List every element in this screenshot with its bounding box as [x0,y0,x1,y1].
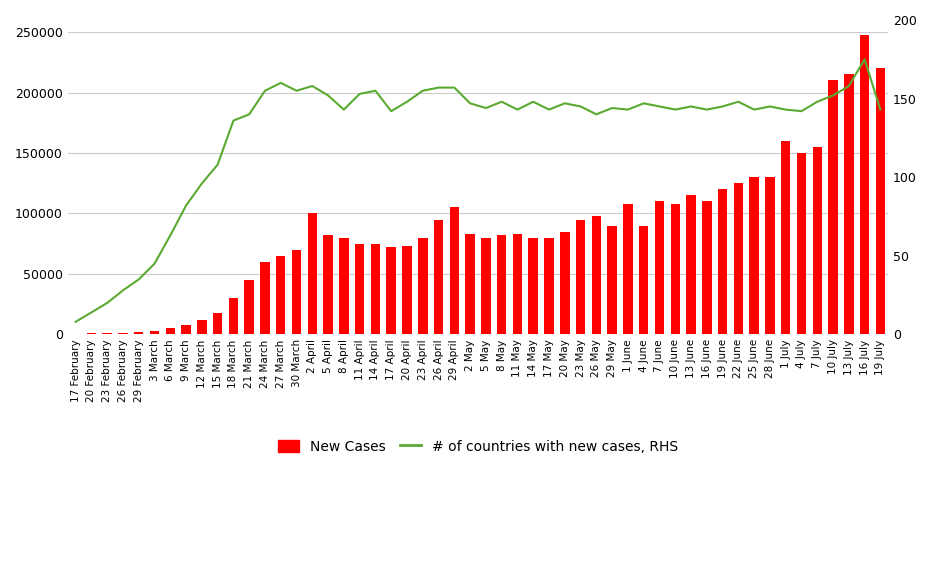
Bar [576,219,585,335]
Bar [513,234,522,335]
Bar [654,201,665,335]
Bar [150,331,159,335]
Bar [260,262,269,335]
Bar [118,332,128,335]
Bar [276,256,285,335]
Bar [544,238,554,335]
Bar [702,201,711,335]
Bar [134,332,144,335]
Bar [765,177,774,335]
Bar [418,238,428,335]
Bar [198,320,207,335]
Bar [876,68,885,335]
Bar [212,313,223,335]
Bar [560,232,569,335]
Bar [433,219,444,335]
Bar [339,238,349,335]
Bar [844,75,854,335]
Bar [718,189,727,335]
Bar [481,238,490,335]
Bar [829,80,838,335]
Bar [797,153,806,335]
Bar [292,250,301,335]
Bar [592,216,601,335]
Bar [781,141,790,335]
Bar [323,235,333,335]
Bar [387,247,396,335]
Bar [813,147,822,335]
Bar [166,328,175,335]
Bar [686,195,696,335]
Bar [182,325,191,335]
Bar [449,207,459,335]
Bar [371,244,380,335]
Bar [670,204,680,335]
Bar [71,334,80,335]
Bar [355,244,364,335]
Bar [608,226,617,335]
Bar [244,280,254,335]
Bar [103,333,112,335]
Bar [860,34,870,335]
Bar [403,246,412,335]
Bar [624,204,633,335]
Bar [228,298,239,335]
Legend: New Cases, # of countries with new cases, RHS: New Cases, # of countries with new cases… [273,435,683,460]
Bar [308,214,317,335]
Bar [733,183,743,335]
Bar [497,235,506,335]
Bar [749,177,759,335]
Bar [528,238,538,335]
Bar [465,234,474,335]
Bar [87,333,96,335]
Bar [639,226,649,335]
